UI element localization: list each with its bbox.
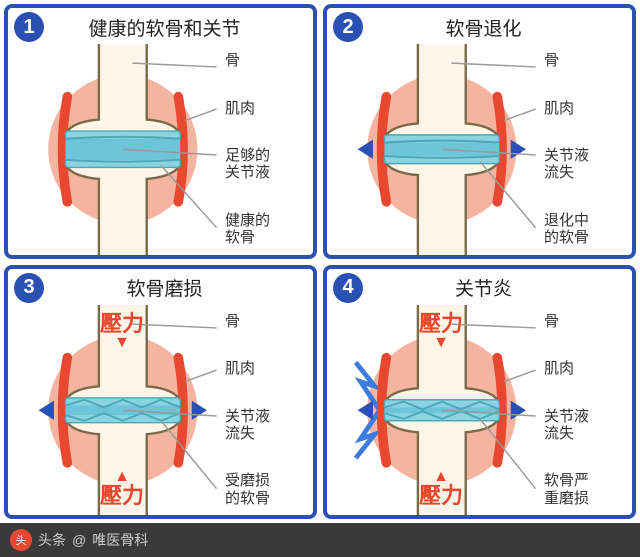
anatomy-label: 软骨严重磨损: [544, 472, 628, 507]
label-column: 骨肌肉关节液流失软骨严重磨损: [544, 313, 628, 508]
anatomy-label: 受磨损的软骨: [225, 472, 309, 507]
panel-3: 3 软骨磨损 骨肌肉关节液流失受磨损的软骨 壓力▼ ▲壓力: [4, 265, 317, 520]
joint-diagram: 骨肌肉关节液流失软骨严重磨损 壓力▼ ▲壓力: [327, 305, 632, 516]
anatomy-label: 关节液流失: [544, 408, 628, 443]
panel-number-badge: 4: [333, 273, 363, 303]
pressure-top: 壓力▼: [419, 313, 463, 351]
anatomy-label: 骨: [225, 52, 309, 69]
panel-title: 健康的软骨和关节: [52, 14, 277, 41]
anatomy-label: 骨: [225, 313, 309, 330]
anatomy-label: 足够的关节液: [225, 147, 309, 182]
footer: 头 头条 @ 唯医骨科: [0, 523, 640, 557]
joint-diagram: 骨肌肉足够的关节液健康的软骨: [8, 44, 313, 255]
footer-logo-icon: 头: [10, 529, 32, 551]
panel-4: 4 关节炎 骨肌肉关节液流失软骨严重磨损 壓力▼ ▲壓力: [323, 265, 636, 520]
pressure-bottom: ▲壓力: [419, 469, 463, 507]
anatomy-label: 退化中的软骨: [544, 212, 628, 247]
panel-number-badge: 2: [333, 12, 363, 42]
joint-diagram: 骨肌肉关节液流失退化中的软骨: [327, 44, 632, 255]
anatomy-label: 肌肉: [544, 100, 628, 117]
anatomy-label: 骨: [544, 313, 628, 330]
joint-diagram: 骨肌肉关节液流失受磨损的软骨 壓力▼ ▲壓力: [8, 305, 313, 516]
footer-prefix: 头条: [38, 530, 66, 550]
anatomy-label: 肌肉: [225, 360, 309, 377]
panel-number-badge: 3: [14, 273, 44, 303]
footer-sep: @: [72, 532, 86, 548]
panel-number-badge: 1: [14, 12, 44, 42]
anatomy-label: 关节液流失: [225, 408, 309, 443]
panel-title: 关节炎: [371, 274, 596, 301]
footer-name: 唯医骨科: [92, 530, 148, 550]
panel-1: 1 健康的软骨和关节 骨肌肉足够的关节液健康的软骨: [4, 4, 317, 259]
pressure-bottom: ▲壓力: [100, 469, 144, 507]
panel-title: 软骨退化: [371, 14, 596, 41]
label-column: 骨肌肉关节液流失受磨损的软骨: [225, 313, 309, 508]
panel-title: 软骨磨损: [52, 274, 277, 301]
anatomy-label: 骨: [544, 52, 628, 69]
panel-2: 2 软骨退化 骨肌肉关节液流失退化中的软骨: [323, 4, 636, 259]
anatomy-label: 肌肉: [544, 360, 628, 377]
pressure-top: 壓力▼: [100, 313, 144, 351]
anatomy-label: 肌肉: [225, 100, 309, 117]
label-column: 骨肌肉足够的关节液健康的软骨: [225, 52, 309, 247]
label-column: 骨肌肉关节液流失退化中的软骨: [544, 52, 628, 247]
anatomy-label: 关节液流失: [544, 147, 628, 182]
anatomy-label: 健康的软骨: [225, 212, 309, 247]
